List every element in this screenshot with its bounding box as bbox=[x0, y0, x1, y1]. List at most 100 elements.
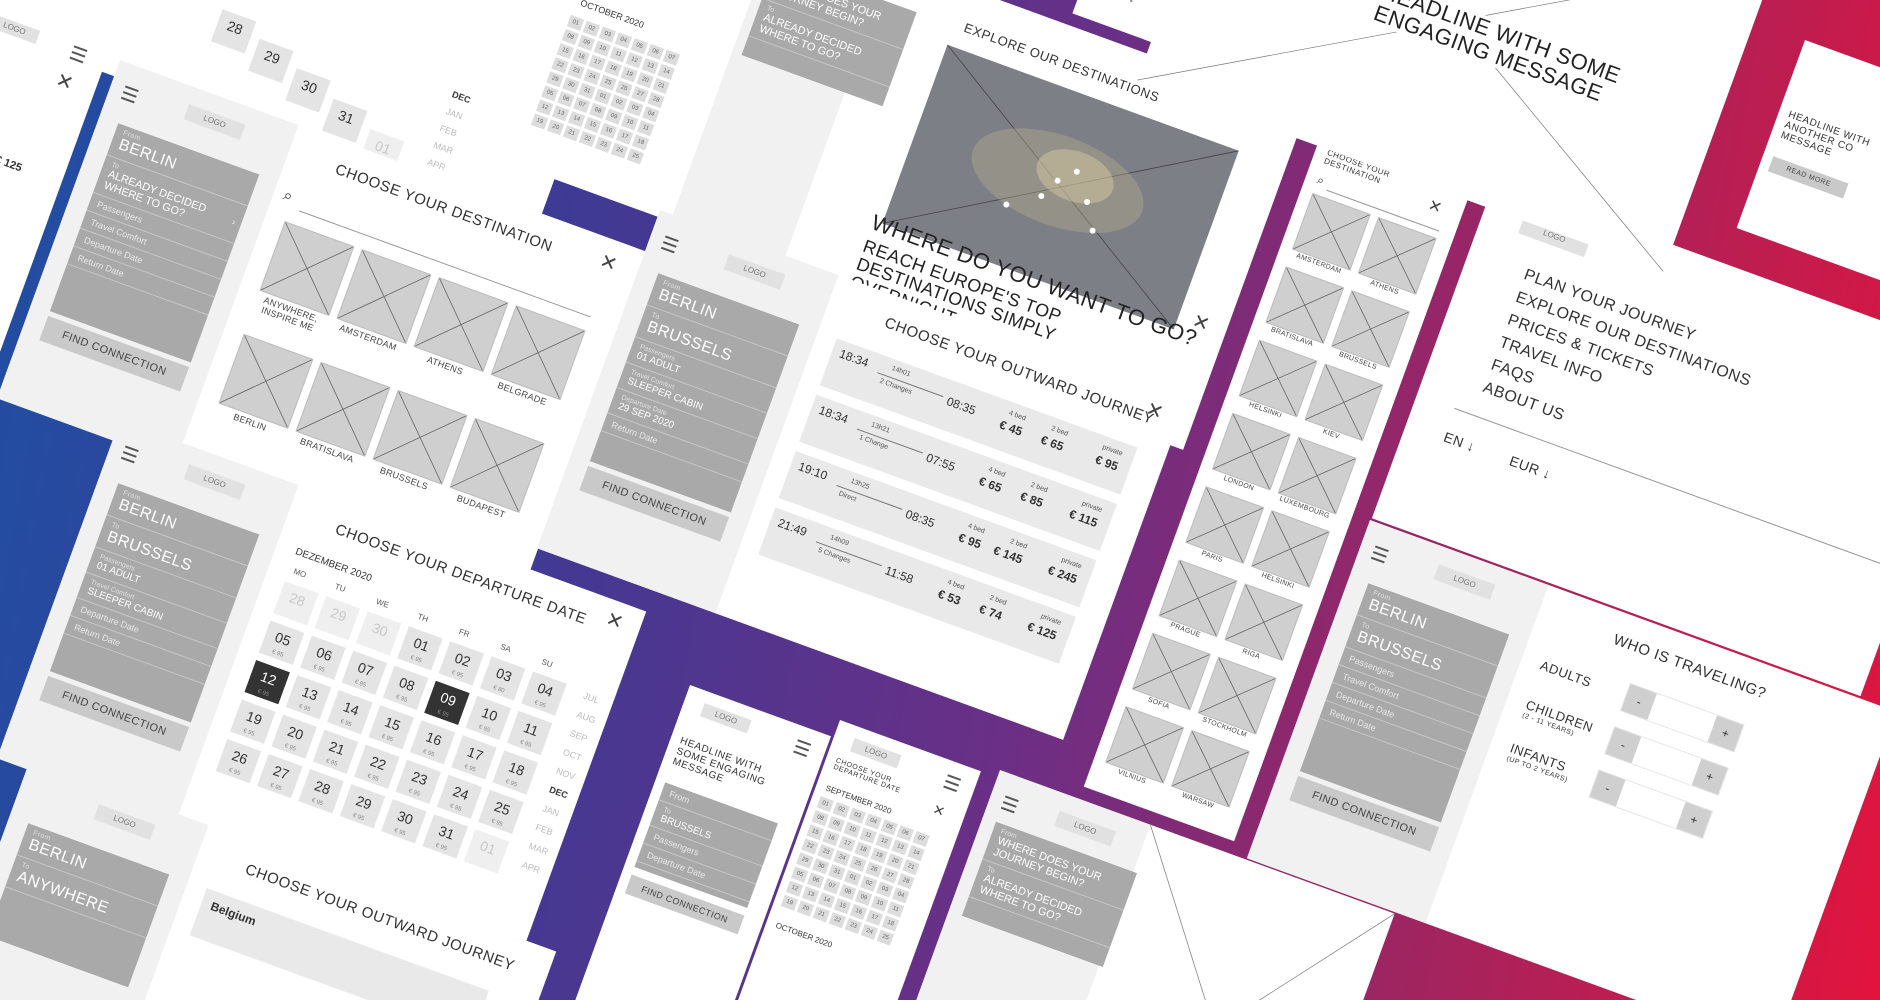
day-cell[interactable]: 01 € 95 bbox=[397, 626, 443, 671]
plus-button[interactable]: + bbox=[1676, 801, 1712, 838]
day-cell[interactable]: 28 € 95 bbox=[298, 769, 344, 814]
mini-day-cell[interactable]: 28 bbox=[647, 92, 665, 109]
city-image-placeholder[interactable] bbox=[1357, 216, 1437, 295]
hamburger-menu-icon[interactable] bbox=[793, 739, 812, 758]
day-cell[interactable]: 16 € 95 bbox=[409, 720, 456, 765]
mini-day-cell[interactable]: 31 bbox=[828, 864, 846, 881]
mini-day-cell[interactable]: 16 bbox=[599, 122, 618, 139]
mini-day-cell[interactable]: 12 bbox=[785, 880, 804, 897]
hamburger-menu-icon[interactable] bbox=[943, 774, 962, 793]
mini-day-cell[interactable]: 17 bbox=[865, 909, 884, 926]
close-icon[interactable]: ✕ bbox=[1425, 196, 1444, 218]
city-image-placeholder[interactable] bbox=[1158, 559, 1238, 638]
mini-day-cell[interactable]: 27 bbox=[631, 86, 649, 103]
month-feb[interactable]: FEB bbox=[438, 123, 459, 139]
minus-button[interactable]: - bbox=[1589, 770, 1626, 807]
destination-image-placeholder[interactable] bbox=[413, 277, 509, 373]
month-option[interactable]: DEC bbox=[547, 784, 570, 801]
city-image-placeholder[interactable] bbox=[1238, 339, 1318, 418]
hamburger-menu-icon[interactable] bbox=[69, 45, 88, 64]
destination-image-placeholder[interactable] bbox=[449, 417, 545, 513]
mini-day-cell[interactable]: 13 bbox=[552, 105, 570, 122]
mini-day-cell[interactable]: 05 bbox=[541, 85, 559, 102]
mini-day-cell[interactable]: 15 bbox=[583, 116, 602, 133]
month-option[interactable]: FEB bbox=[534, 822, 555, 838]
day-cell[interactable]: 08 € 95 bbox=[382, 665, 429, 710]
mini-day-cell[interactable]: 05 bbox=[630, 38, 649, 55]
month-option[interactable]: JAN bbox=[541, 803, 561, 819]
read-more-button[interactable]: READ MORE bbox=[1767, 156, 1849, 199]
language-select[interactable]: EN ↓ bbox=[1441, 428, 1478, 455]
month-option[interactable]: JUL bbox=[582, 690, 601, 706]
mini-day-cell[interactable]: 29 bbox=[796, 852, 814, 869]
mini-day-cell[interactable]: 10 bbox=[621, 114, 639, 131]
mini-day-cell[interactable]: 11 bbox=[637, 120, 655, 137]
mini-day-cell[interactable]: 07 bbox=[823, 878, 841, 895]
mini-day-cell[interactable]: 28 bbox=[897, 873, 915, 890]
mini-day-cell[interactable]: 07 bbox=[573, 96, 591, 114]
mini-day-cell[interactable]: 01 bbox=[566, 14, 585, 31]
destination-image-placeholder[interactable] bbox=[295, 361, 391, 457]
day-cell[interactable]: 28 bbox=[210, 9, 257, 54]
mini-day-cell[interactable]: 06 bbox=[896, 825, 914, 842]
plus-button[interactable]: + bbox=[1691, 758, 1728, 795]
mini-day-cell[interactable]: 07 bbox=[912, 830, 930, 847]
mini-day-cell[interactable]: 20 bbox=[886, 853, 904, 870]
mini-day-cell[interactable]: 06 bbox=[557, 91, 575, 108]
mini-day-cell[interactable]: 26 bbox=[865, 861, 883, 878]
mini-day-cell[interactable]: 17 bbox=[615, 128, 634, 145]
month-apr[interactable]: APR bbox=[426, 156, 447, 173]
mini-day-cell[interactable]: 09 bbox=[605, 108, 623, 125]
mini-day-cell[interactable]: 24 bbox=[583, 68, 601, 85]
mini-day-cell[interactable]: 23 bbox=[844, 917, 862, 935]
mini-day-cell[interactable]: 17 bbox=[838, 835, 856, 852]
day-cell[interactable]: 04 € 95 bbox=[521, 671, 567, 716]
mini-day-cell[interactable]: 22 bbox=[801, 838, 819, 855]
mini-day-cell[interactable]: 05 bbox=[791, 866, 809, 883]
destination-image-placeholder[interactable] bbox=[259, 221, 355, 316]
mini-day-cell[interactable]: 14 bbox=[568, 111, 586, 128]
day-cell[interactable]: 24 € 95 bbox=[436, 774, 483, 820]
day-cell[interactable]: 27 € 95 bbox=[257, 754, 303, 799]
mini-day-cell[interactable]: 15 bbox=[833, 898, 852, 915]
mini-day-cell[interactable]: 13 bbox=[641, 58, 659, 75]
mini-day-cell[interactable]: 16 bbox=[849, 903, 868, 920]
mini-day-cell[interactable]: 06 bbox=[646, 43, 664, 61]
mini-day-cell[interactable]: 15 bbox=[556, 43, 574, 60]
mini-day-cell[interactable]: 02 bbox=[832, 801, 850, 818]
mini-day-cell[interactable]: 25 bbox=[599, 74, 617, 91]
search-icon[interactable]: ⌕ bbox=[1315, 172, 1327, 188]
mini-day-cell[interactable]: 14 bbox=[817, 892, 836, 909]
day-cell[interactable]: 25 € 95 bbox=[478, 789, 524, 835]
mini-day-cell[interactable]: 02 bbox=[582, 20, 601, 37]
city-image-placeholder[interactable] bbox=[1277, 436, 1357, 515]
month-dec[interactable]: DEC bbox=[450, 89, 473, 106]
mini-day-cell[interactable]: 02 bbox=[610, 94, 628, 111]
mini-day-cell[interactable]: 10 bbox=[870, 895, 889, 912]
day-cell[interactable]: 20 € 95 bbox=[271, 714, 317, 759]
month-option[interactable]: AUG bbox=[575, 709, 598, 726]
mini-day-cell[interactable]: 03 bbox=[876, 881, 894, 898]
day-cell[interactable]: 22 € 95 bbox=[354, 744, 400, 789]
mini-day-cell[interactable]: 10 bbox=[843, 821, 861, 838]
month-option[interactable]: APR bbox=[520, 859, 542, 876]
currency-select[interactable]: EUR ↓ bbox=[1507, 452, 1554, 483]
mini-day-cell[interactable]: 10 bbox=[593, 40, 611, 57]
day-cell[interactable]: 19 € 95 bbox=[230, 699, 276, 744]
destination-image-placeholder[interactable] bbox=[372, 389, 468, 485]
mini-day-cell[interactable]: 03 bbox=[598, 26, 617, 43]
europe-map[interactable] bbox=[882, 44, 1239, 330]
mini-day-cell[interactable]: 09 bbox=[827, 815, 845, 833]
day-cell[interactable]: 18 € 95 bbox=[492, 750, 539, 795]
mini-day-cell[interactable]: 21 bbox=[902, 859, 920, 876]
mini-day-cell[interactable]: 12 bbox=[875, 833, 893, 850]
mini-day-cell[interactable]: 18 bbox=[854, 841, 872, 858]
plus-button[interactable]: + bbox=[1707, 715, 1744, 752]
mini-day-cell[interactable]: 22 bbox=[578, 130, 597, 148]
mini-day-cell[interactable]: 16 bbox=[822, 830, 840, 847]
mini-day-cell[interactable]: 25 bbox=[626, 148, 645, 165]
close-icon[interactable]: ✕ bbox=[930, 800, 948, 820]
day-cell[interactable]: 15 € 95 bbox=[368, 705, 414, 750]
month-option[interactable]: MAR bbox=[527, 840, 550, 858]
mini-day-cell[interactable]: 08 bbox=[561, 28, 579, 46]
